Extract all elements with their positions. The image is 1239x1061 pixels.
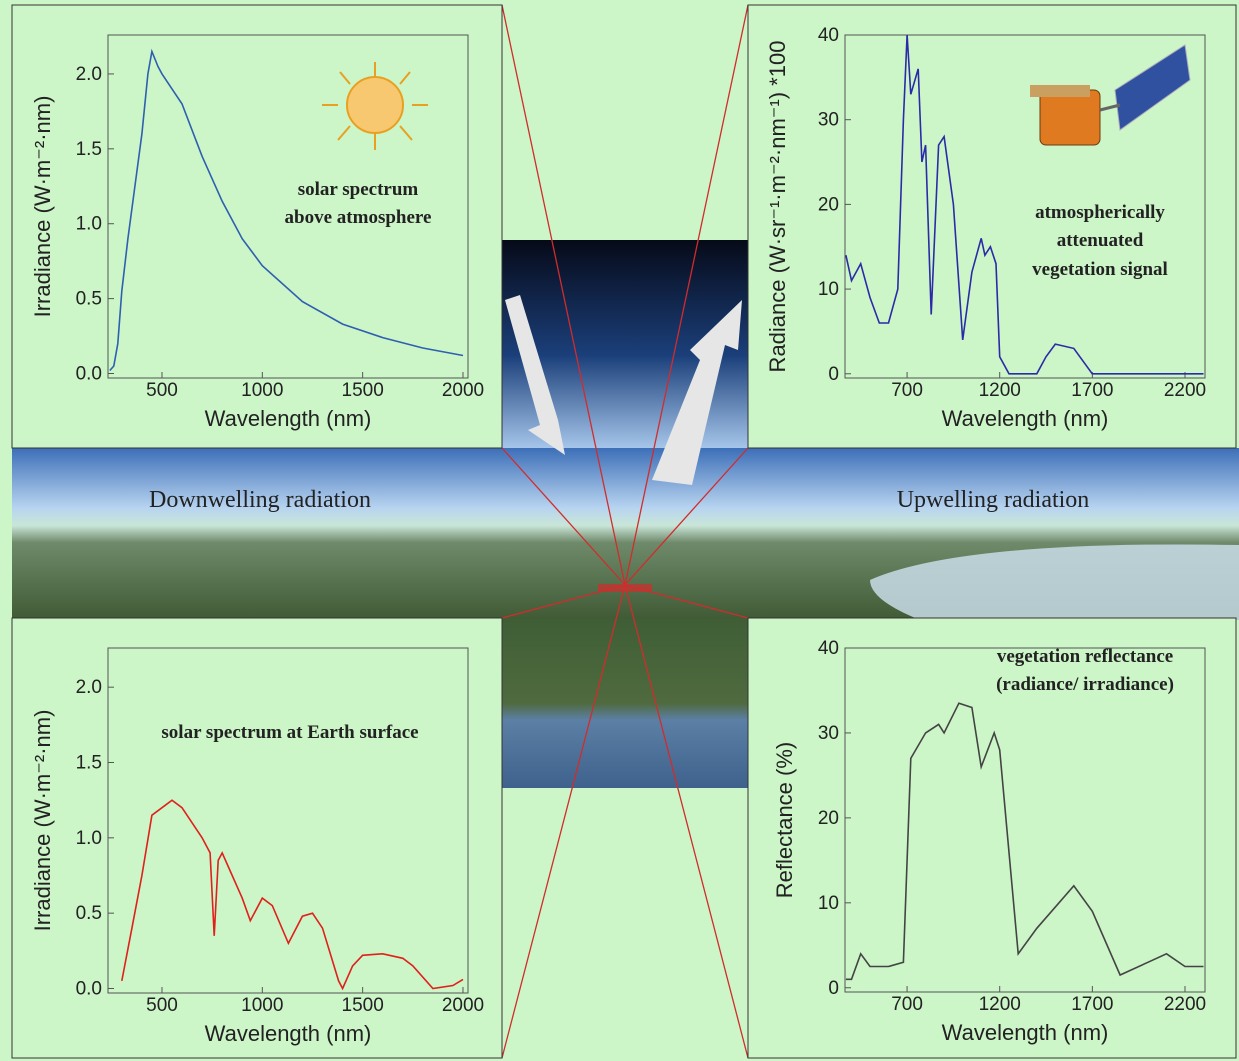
x-tick-label: 1000 [241,380,283,401]
x-tick-label: 1700 [1071,380,1113,401]
y-tick-label: 1.0 [76,828,102,849]
x-tick-label: 2200 [1164,380,1206,401]
y-tick-label: 1.5 [76,139,102,160]
scene-label: Downwelling radiation [149,487,371,513]
y-axis-label: Radiance (W·sr⁻¹·m⁻²·nm⁻¹) *100 [765,41,790,373]
x-axis-label: Wavelength (nm) [942,406,1109,431]
annotation: solar spectrum [298,179,419,200]
x-tick-label: 500 [146,380,178,401]
y-tick-label: 2.0 [76,64,102,85]
annotation: above atmosphere [285,207,432,228]
annotation: solar spectrum at Earth surface [161,722,418,743]
figure: Downwelling radiation Upwelling radiatio… [0,0,1239,1061]
annotation: atmospherically [1035,202,1165,223]
y-tick-label: 20 [818,808,839,829]
y-tick-label: 10 [818,893,839,914]
x-axis-label: Wavelength (nm) [205,406,372,431]
y-tick-label: 0.0 [76,364,102,385]
x-axis-label: Wavelength (nm) [942,1020,1109,1045]
y-tick-label: 0.5 [76,903,102,924]
x-axis-label: Wavelength (nm) [205,1021,372,1046]
y-tick-label: 30 [818,723,839,744]
y-tick-label: 10 [818,279,839,300]
annotation: (radiance/ irradiance) [996,674,1174,695]
y-tick-label: 2.0 [76,677,102,698]
y-tick-label: 40 [818,638,839,659]
target-area [598,584,652,592]
scene-label: Upwelling radiation [897,487,1090,513]
y-tick-label: 0 [828,978,839,999]
x-tick-label: 2200 [1164,994,1206,1015]
y-axis-label: Irradiance (W·m⁻²·nm) [30,710,55,932]
y-tick-label: 40 [818,25,839,46]
annotation: vegetation reflectance [997,646,1173,667]
y-tick-label: 30 [818,110,839,131]
x-tick-label: 2000 [442,380,484,401]
x-tick-label: 1000 [241,995,283,1016]
y-tick-label: 0.5 [76,289,102,310]
y-tick-label: 1.5 [76,752,102,773]
annotation: vegetation signal [1032,259,1168,280]
y-axis-label: Reflectance (%) [772,742,797,899]
x-tick-label: 700 [891,380,923,401]
y-tick-label: 0 [828,364,839,385]
x-tick-label: 1200 [979,380,1021,401]
x-tick-label: 500 [146,995,178,1016]
y-tick-label: 0.0 [76,978,102,999]
x-tick-label: 1200 [979,994,1021,1015]
x-tick-label: 1500 [342,995,384,1016]
annotation: attenuated [1057,230,1144,251]
x-tick-label: 700 [891,994,923,1015]
y-tick-label: 1.0 [76,214,102,235]
x-tick-label: 1700 [1071,994,1113,1015]
x-tick-label: 2000 [442,995,484,1016]
y-axis-label: Irradiance (W·m⁻²·nm) [30,96,55,318]
y-tick-label: 20 [818,194,839,215]
ground [502,618,748,788]
x-tick-label: 1500 [342,380,384,401]
